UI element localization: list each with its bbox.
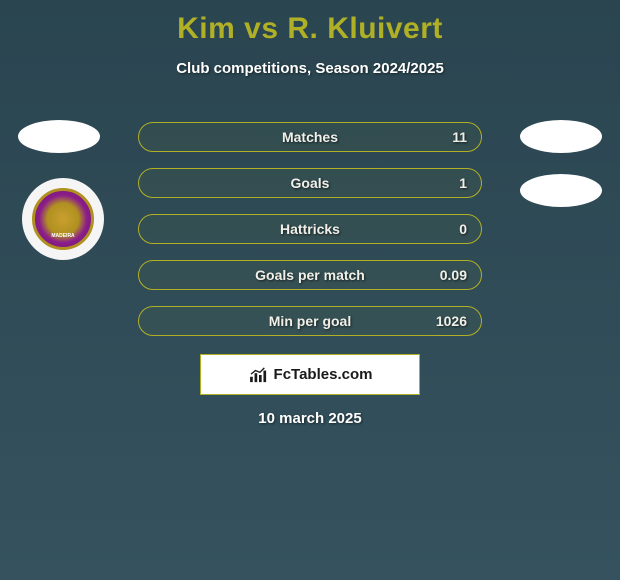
stat-label: Hattricks: [280, 221, 340, 237]
stat-value: 11: [452, 129, 467, 145]
stat-value: 0.09: [440, 267, 467, 283]
player2-avatar: [520, 120, 602, 153]
fctables-brand-box: FcTables.com: [200, 354, 420, 395]
vs-text: vs: [244, 12, 278, 45]
player1-name: Kim: [177, 12, 235, 45]
stat-row-min-per-goal: Min per goal 1026: [138, 306, 482, 336]
stat-label: Goals: [291, 175, 330, 191]
brand-text: FcTables.com: [274, 366, 373, 383]
subtitle-text: Club competitions, Season 2024/2025: [0, 60, 620, 77]
player1-avatar: [18, 120, 100, 153]
date-text: 10 march 2025: [0, 410, 620, 427]
comparison-title: Kim vs R. Kluivert: [0, 0, 620, 46]
chart-icon: [248, 367, 270, 383]
player2-team-avatar: [520, 174, 602, 207]
stat-label: Matches: [282, 129, 338, 145]
stat-label: Min per goal: [269, 313, 351, 329]
badge-inner: MADEIRA: [32, 188, 94, 250]
stats-container: Matches 11 Goals 1 Hattricks 0 Goals per…: [138, 122, 482, 352]
stat-row-hattricks: Hattricks 0: [138, 214, 482, 244]
stat-label: Goals per match: [255, 267, 365, 283]
stat-value: 0: [459, 221, 467, 237]
stat-row-matches: Matches 11: [138, 122, 482, 152]
player2-name: R. Kluivert: [287, 12, 443, 45]
team-badge: MADEIRA: [22, 178, 104, 260]
stat-value: 1: [459, 175, 467, 191]
stat-row-goals-per-match: Goals per match 0.09: [138, 260, 482, 290]
badge-text: MADEIRA: [35, 233, 91, 239]
stat-row-goals: Goals 1: [138, 168, 482, 198]
stat-value: 1026: [436, 313, 467, 329]
